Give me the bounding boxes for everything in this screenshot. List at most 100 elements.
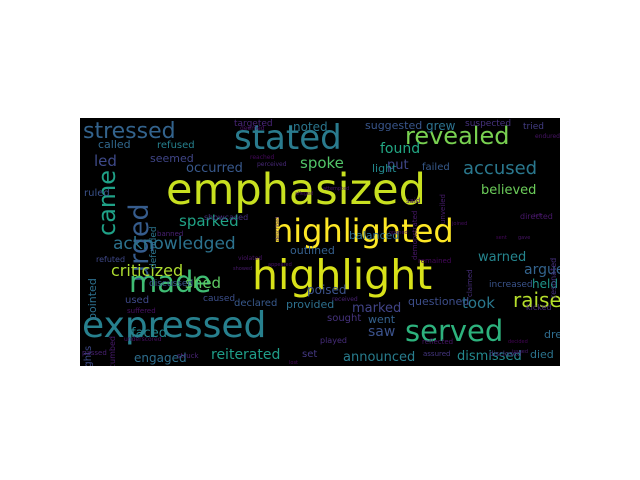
- word-provided: provided: [286, 298, 335, 311]
- word-played: played: [320, 336, 347, 345]
- word-opened: opened: [389, 230, 408, 236]
- word-refused: refused: [157, 140, 195, 151]
- word-outlined: outlined: [290, 244, 335, 257]
- word-believed: believed: [481, 183, 537, 198]
- word-made: made: [129, 265, 212, 299]
- word-declared: declared: [234, 298, 278, 309]
- word-remained: remained: [418, 257, 452, 265]
- word-pointed: pointed: [86, 278, 99, 320]
- word-shed: shed: [185, 274, 222, 292]
- word-highlight: highlight: [252, 251, 433, 299]
- word-took: took: [462, 294, 495, 312]
- word-revealed: revealed: [405, 122, 510, 150]
- word-marked: marked: [352, 301, 402, 316]
- word-resonated: resonated: [549, 257, 558, 298]
- word-used: used: [125, 295, 150, 306]
- word-called: called: [98, 138, 131, 151]
- word-received: received: [332, 296, 358, 303]
- word-went: went: [368, 313, 396, 326]
- word-issued: issued: [512, 349, 529, 355]
- word-suggested: suggested: [365, 119, 423, 132]
- word-tried: tried: [523, 122, 544, 132]
- word-joined: joined: [452, 221, 468, 227]
- word-disclosed: disclosed: [489, 350, 522, 358]
- word-unveiled: unveiled: [439, 194, 447, 224]
- word-violated: violated: [238, 255, 263, 262]
- word-suspected: suspected: [465, 119, 512, 129]
- word-found: found: [380, 141, 421, 157]
- word-saw: saw: [368, 324, 396, 340]
- word-occurred: occurred: [186, 161, 243, 176]
- word-claimed: claimed: [466, 269, 474, 297]
- word-decided: decided: [508, 339, 528, 345]
- word-ruled: ruled: [84, 188, 110, 199]
- word-warned: warned: [478, 250, 527, 265]
- word-argued: argued: [524, 262, 560, 278]
- word-led: led: [94, 152, 117, 170]
- word-caused: caused: [203, 294, 236, 304]
- word-appeared: appeared: [268, 262, 292, 268]
- word-highlighted: highlighted: [273, 212, 454, 250]
- word-endured: endured: [535, 133, 560, 140]
- word-attempted: attempted: [323, 186, 350, 192]
- word-showcased: showcased: [204, 213, 249, 222]
- word-died: died: [530, 348, 554, 361]
- word-acknowledged: acknowledged: [113, 234, 236, 254]
- word-cloud: emphasized highlighted highlight expressed s…: [80, 118, 560, 366]
- word-succumbed: succumbed: [108, 336, 117, 366]
- word-sparked: sparked: [179, 212, 239, 230]
- word-set: set: [302, 349, 318, 360]
- word-light: light: [372, 162, 397, 175]
- word-described: described: [275, 216, 281, 241]
- word-deemed: deemed: [240, 125, 265, 132]
- word-sent: sent: [496, 235, 507, 241]
- word-announced: announced: [343, 350, 416, 365]
- word-kicked: kicked: [526, 303, 552, 312]
- word-drew: drew: [544, 328, 560, 341]
- word-accused: accused: [463, 158, 538, 179]
- word-stressed: stressed: [83, 119, 176, 144]
- word-passed: passed: [82, 349, 107, 357]
- word-failed: failed: [422, 162, 450, 173]
- word-poised: poised: [307, 283, 347, 297]
- word-targeted: targeted: [234, 119, 273, 129]
- word-increased: increased: [489, 280, 533, 290]
- word-engaged: engaged: [134, 351, 187, 365]
- word-seemed: seemed: [150, 152, 194, 165]
- word-underscored: underscored: [124, 336, 162, 343]
- word-showed: showed: [233, 266, 253, 272]
- word-reflected: reflected: [422, 338, 454, 346]
- word-banned: banned: [157, 230, 184, 238]
- word-expressed: expressed: [82, 305, 267, 346]
- word-refuted: refuted: [96, 255, 126, 264]
- word-put: put: [387, 158, 409, 173]
- word-grew: grew: [426, 119, 456, 133]
- word-gave: gave: [518, 235, 531, 241]
- word-left: left: [534, 213, 543, 219]
- word-lost: lost: [289, 360, 299, 366]
- word-questioned: questioned: [408, 295, 470, 308]
- word-balanced: balanced: [349, 229, 400, 242]
- word-dismissed: dismissed: [457, 349, 522, 364]
- word-criticized: criticized: [111, 261, 184, 280]
- word-suffered: suffered: [127, 307, 156, 315]
- word-raised: raised: [513, 288, 560, 312]
- word-reiterated: reiterated: [211, 347, 281, 363]
- word-stated: stated: [234, 118, 342, 158]
- word-emphasized: emphasized: [166, 165, 426, 215]
- word-spoke: spoke: [300, 154, 344, 172]
- word-demonstrated: demonstrated: [411, 210, 419, 260]
- word-sought: sought: [327, 313, 362, 324]
- word-assured: assured: [423, 350, 451, 358]
- word-struck: struck: [177, 352, 199, 360]
- word-came: came: [93, 169, 121, 236]
- word-faced: faced: [131, 326, 167, 341]
- word-alleged: alleged: [295, 191, 314, 197]
- word-held: held: [532, 277, 558, 291]
- word-perceived: perceived: [257, 161, 287, 168]
- word-directed: directed: [520, 212, 553, 221]
- word-said: said: [406, 197, 421, 205]
- word-reached: reached: [250, 154, 275, 161]
- word-discussed: discussed: [149, 279, 194, 289]
- word-served: served: [405, 314, 504, 348]
